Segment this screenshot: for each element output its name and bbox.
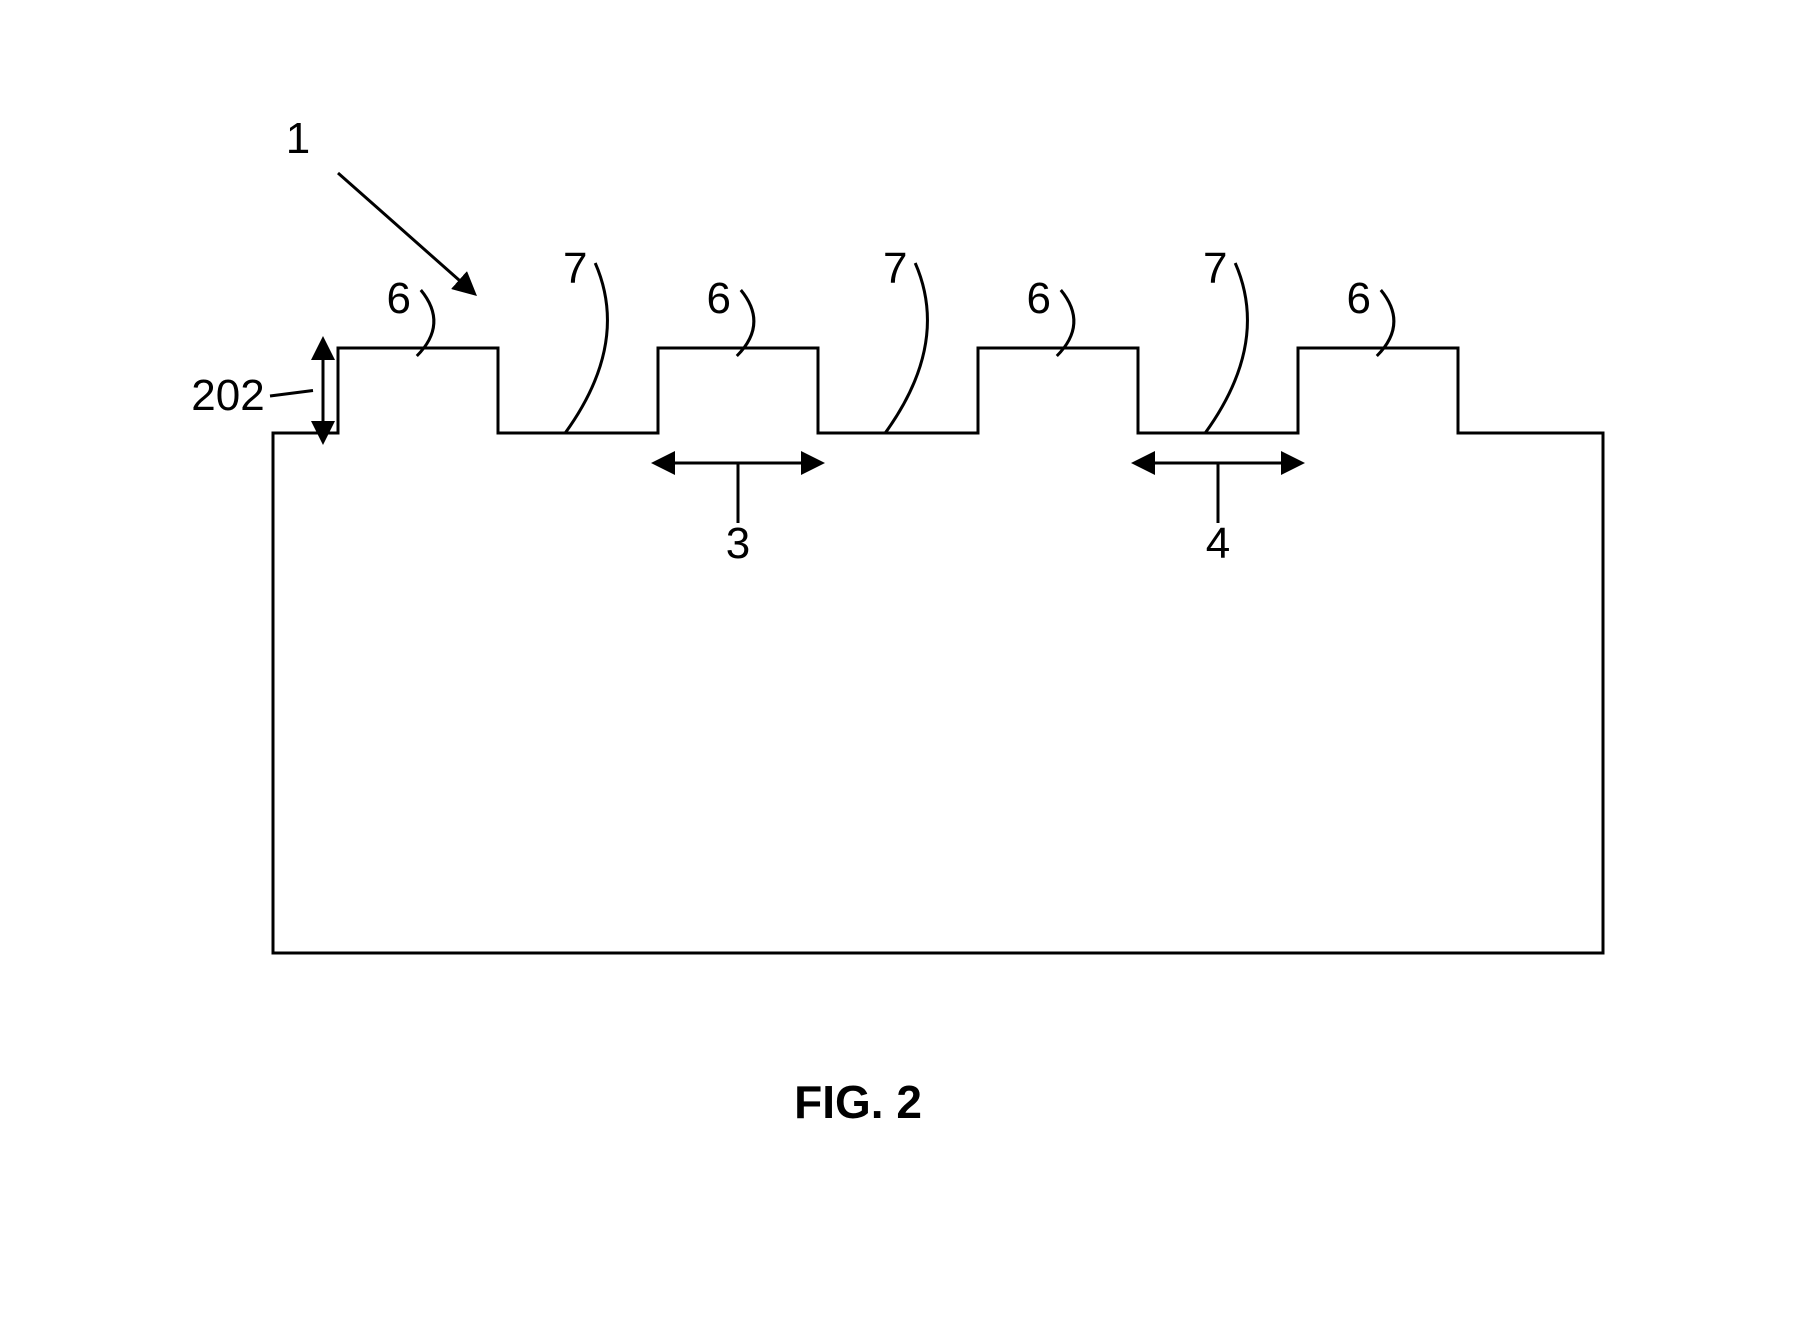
label-tooth: 6 — [387, 274, 411, 323]
label-height: 202 — [191, 371, 264, 420]
label-tooth: 6 — [707, 274, 731, 323]
label-gap: 7 — [883, 244, 907, 293]
label-gap: 7 — [563, 244, 587, 293]
figure-svg: 1 202 6 6 6 6 7 7 7 3 4 FIG. 2 — [8, 8, 1803, 1326]
label-dim-3: 3 — [726, 519, 750, 568]
label-tooth: 6 — [1027, 274, 1051, 323]
tooth-tick — [417, 290, 434, 356]
substrate-outline — [273, 348, 1603, 953]
dim-202-leader — [270, 391, 313, 397]
label-assembly: 1 — [286, 114, 310, 163]
label-gap: 7 — [1203, 244, 1227, 293]
label-dim-4: 4 — [1206, 519, 1230, 568]
tooth-tick — [1377, 290, 1394, 356]
assembly-leader — [338, 173, 468, 288]
tooth-tick — [1057, 290, 1074, 356]
label-tooth: 6 — [1347, 274, 1371, 323]
figure-caption: FIG. 2 — [794, 1076, 922, 1128]
tooth-tick — [737, 290, 754, 356]
